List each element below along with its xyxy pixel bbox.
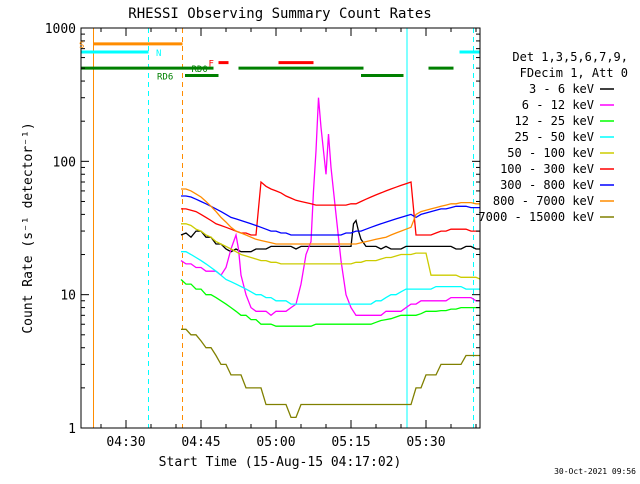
legend-label-4: 50 - 100 keV [507,146,594,160]
series-line-4 [181,223,480,280]
series-line-5 [181,180,480,236]
y-axis-label: Count Rate (s⁻¹ detector⁻¹) [21,122,36,333]
y-tick-label-1: 10 [60,289,76,304]
x-tick-label-4: 05:30 [406,435,445,450]
legend: Det 1,3,5,6,7,9, FDecim 1, Att 0 3 - 6 k… [478,50,628,224]
series-line-0 [180,219,480,253]
x-axis-label: Start Time (15-Aug-15 04:17:02) [159,455,402,470]
x-tick-label-2: 05:00 [256,435,295,450]
x-tick-label-3: 05:15 [331,435,370,450]
flag-label-s: S [79,41,84,51]
x-tick-label-1: 04:45 [181,435,220,450]
legend-label-0: 3 - 6 keV [529,82,594,96]
legend-header-line-1: Det 1,3,5,6,7,9, [512,50,628,64]
series-line-1 [180,97,480,317]
series-line-7 [181,188,480,245]
legend-label-1: 6 - 12 keV [522,98,594,112]
legend-label-5: 100 - 300 keV [500,162,594,176]
legend-entries: 3 - 6 keV 6 - 12 keV 12 - 25 keV 25 - 50 ke… [478,82,614,224]
y-tick-label-0: 1 [68,422,76,437]
legend-label-8: 7000 - 15000 keV [478,210,594,224]
flag-group [81,42,480,78]
legend-label-7: 800 - 7000 keV [493,194,594,208]
series-line-2 [180,279,480,327]
chart-title: RHESSI Observing Summary Count Rates [128,6,431,22]
y-tick-label-2: 100 [53,155,76,170]
flag-label-rd6: RD6 [157,73,173,83]
series-line-6 [181,195,480,236]
x-axis-ticks: 04:30 04:45 05:00 05:15 05:30 [100,28,477,450]
series-line-3 [181,251,480,305]
legend-label-3: 25 - 50 keV [515,130,594,144]
series-line-8 [181,328,480,419]
legend-label-6: 300 - 800 keV [500,178,594,192]
y-axis-ticks: 1 10 100 1000 [45,22,480,437]
plot-frame [80,27,481,429]
legend-header-line-2: FDecim 1, Att 0 [520,66,628,80]
x-tick-label-0: 04:30 [106,435,145,450]
legend-label-2: 12 - 25 keV [515,114,594,128]
flag-label-n: N [156,49,161,59]
flag-label-f: F [209,60,214,70]
vertical-marker-group [81,28,474,428]
timestamp: 30-Oct-2021 09:56 [554,467,636,476]
series-group [180,97,480,419]
flag-label-rd0: RD0 [192,65,208,75]
y-tick-label-3: 1000 [45,22,76,37]
